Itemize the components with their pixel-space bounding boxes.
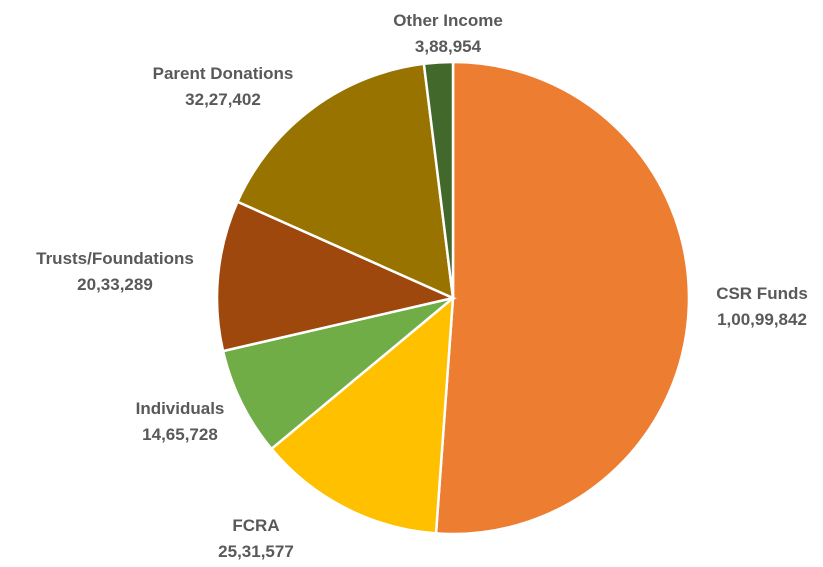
pie-slice-fcra <box>269 295 455 535</box>
label-value: 32,27,402 <box>185 90 261 109</box>
pie-slice-other-income <box>422 60 455 299</box>
pie-slices <box>215 60 691 536</box>
pie-slice-individuals <box>221 296 454 451</box>
label-trusts-foundations: Trusts/Foundations 20,33,289 <box>36 249 194 294</box>
label-fcra: FCRA 25,31,577 <box>218 516 294 561</box>
label-name: Trusts/Foundations <box>36 249 194 268</box>
label-value: 14,65,728 <box>142 425 218 444</box>
label-name: Other Income <box>393 11 503 30</box>
pie-slice-trusts-foundations <box>215 200 457 353</box>
label-value: 25,31,577 <box>218 542 294 561</box>
pie-slice-parent-donations <box>235 62 455 301</box>
label-other-income: Other Income 3,88,954 <box>393 11 503 56</box>
label-value: 20,33,289 <box>77 275 153 294</box>
label-name: Individuals <box>136 399 225 418</box>
pie-slice-csr-funds <box>434 60 691 536</box>
label-individuals: Individuals 14,65,728 <box>136 399 225 444</box>
label-value: 3,88,954 <box>415 37 482 56</box>
label-csr-funds: CSR Funds 1,00,99,842 <box>716 284 808 329</box>
label-name: Parent Donations <box>153 64 294 83</box>
label-name: FCRA <box>232 516 279 535</box>
label-parent-donations: Parent Donations 32,27,402 <box>153 64 294 109</box>
label-name: CSR Funds <box>716 284 808 303</box>
label-value: 1,00,99,842 <box>717 310 807 329</box>
